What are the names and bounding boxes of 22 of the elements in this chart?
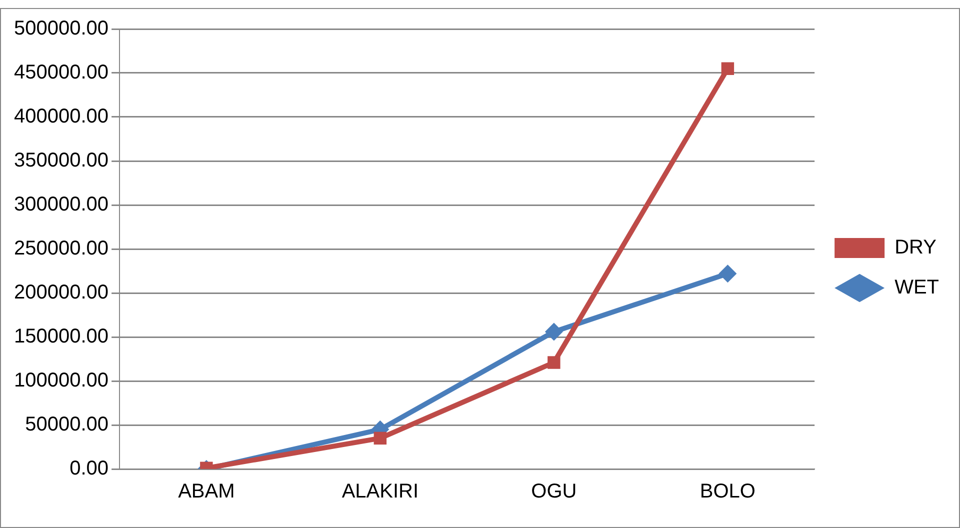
point	[374, 432, 387, 445]
point	[721, 62, 734, 75]
y-tick-label: 100000.00	[14, 370, 109, 392]
y-tick-label: 150000.00	[14, 326, 109, 348]
legend-label: DRY	[894, 236, 936, 259]
y-tick-label: 250000.00	[14, 238, 109, 260]
x-tick-label: OGU	[531, 480, 577, 503]
y-tick-label: 200000.00	[14, 282, 109, 304]
y-tick-label: 450000.00	[14, 62, 109, 84]
point	[548, 356, 560, 369]
legend-label: WET	[894, 276, 940, 299]
y-tick-label: 50000.00	[25, 414, 109, 436]
y-tick-label: 400000.00	[14, 106, 109, 128]
point	[718, 264, 737, 283]
x-tick-label: ALAKIRI	[342, 480, 419, 503]
x-tick-label: ABAM	[178, 480, 235, 503]
y-tick-label: 300000.00	[14, 194, 109, 216]
y-tick-label: 0.00	[70, 458, 109, 480]
y-tick-label: 500000.00	[14, 18, 109, 40]
x-tick-label: BOLO	[700, 480, 756, 503]
y-tick-label: 350000.00	[14, 150, 109, 172]
point	[544, 322, 563, 341]
